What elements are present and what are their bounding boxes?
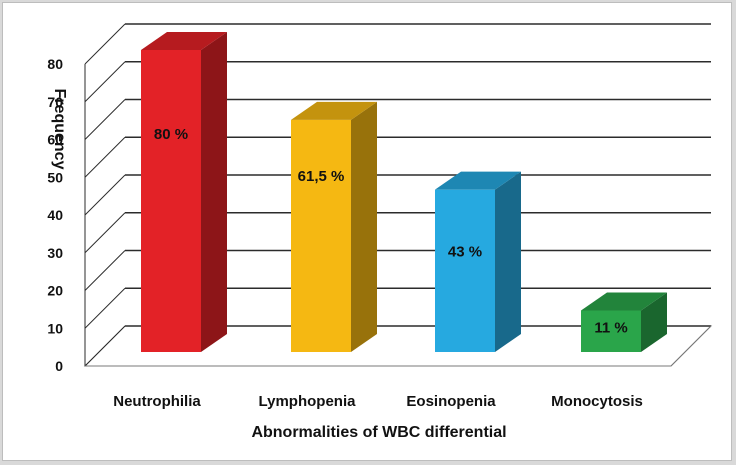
gridline-side	[84, 174, 126, 216]
data-label: 61,5 %	[298, 168, 345, 185]
y-tick-label: 20	[47, 283, 63, 299]
bar-top-neutrophilia	[141, 32, 227, 50]
bar-side-lymphopenia	[351, 101, 377, 353]
category-label: Lymphopenia	[259, 393, 357, 410]
gridline-side	[84, 99, 126, 140]
bar-neutrophilia	[141, 50, 201, 352]
x-axis-title: Abnormalities of WBC differential	[251, 424, 506, 441]
y-tick-label: 80	[47, 56, 63, 72]
y-tick-label: 0	[55, 358, 63, 374]
y-tick-label: 40	[47, 207, 63, 223]
gridline-side	[84, 325, 126, 367]
gridline-side	[84, 287, 126, 329]
chart-frame: 0 10 20 30 40 50 60 70 80 80 % Neutrophilia 61,5 % L…	[2, 2, 732, 461]
bar-top-monocytosis	[581, 292, 667, 311]
bar-eosinopenia	[435, 189, 495, 352]
floor-right-edge	[670, 325, 712, 367]
bar-top-eosinopenia	[435, 171, 521, 190]
bar-side-eosinopenia	[495, 171, 521, 352]
gridline-side	[84, 61, 126, 103]
category-label: Neutrophilia	[113, 393, 201, 410]
bar-lymphopenia	[291, 119, 351, 353]
category-label: Eosinopenia	[406, 393, 496, 410]
y-tick-label: 30	[47, 245, 63, 261]
bar-side-neutrophilia	[201, 32, 227, 352]
category-label: Monocytosis	[551, 393, 643, 410]
bar-top-lymphopenia	[291, 101, 377, 120]
y-tick-label: 70	[47, 94, 63, 110]
chart-svg: 0 10 20 30 40 50 60 70 80 80 % Neutrophilia 61,5 % L…	[47, 23, 713, 441]
data-label: 43 %	[448, 244, 482, 261]
y-tick-label: 50	[47, 169, 63, 185]
y-tick-label: 10	[47, 320, 63, 336]
gridline-side	[84, 212, 126, 254]
data-label: 11 %	[594, 319, 627, 336]
gridline-side	[84, 136, 126, 178]
gridline-side	[84, 23, 126, 65]
y-tick-label: 60	[47, 132, 63, 148]
bar-monocytosis	[581, 310, 641, 352]
y-axis-title: Frequency	[51, 89, 68, 170]
data-label: 80 %	[154, 126, 188, 143]
bar-side-monocytosis	[641, 292, 667, 352]
gridline-side	[84, 250, 126, 291]
